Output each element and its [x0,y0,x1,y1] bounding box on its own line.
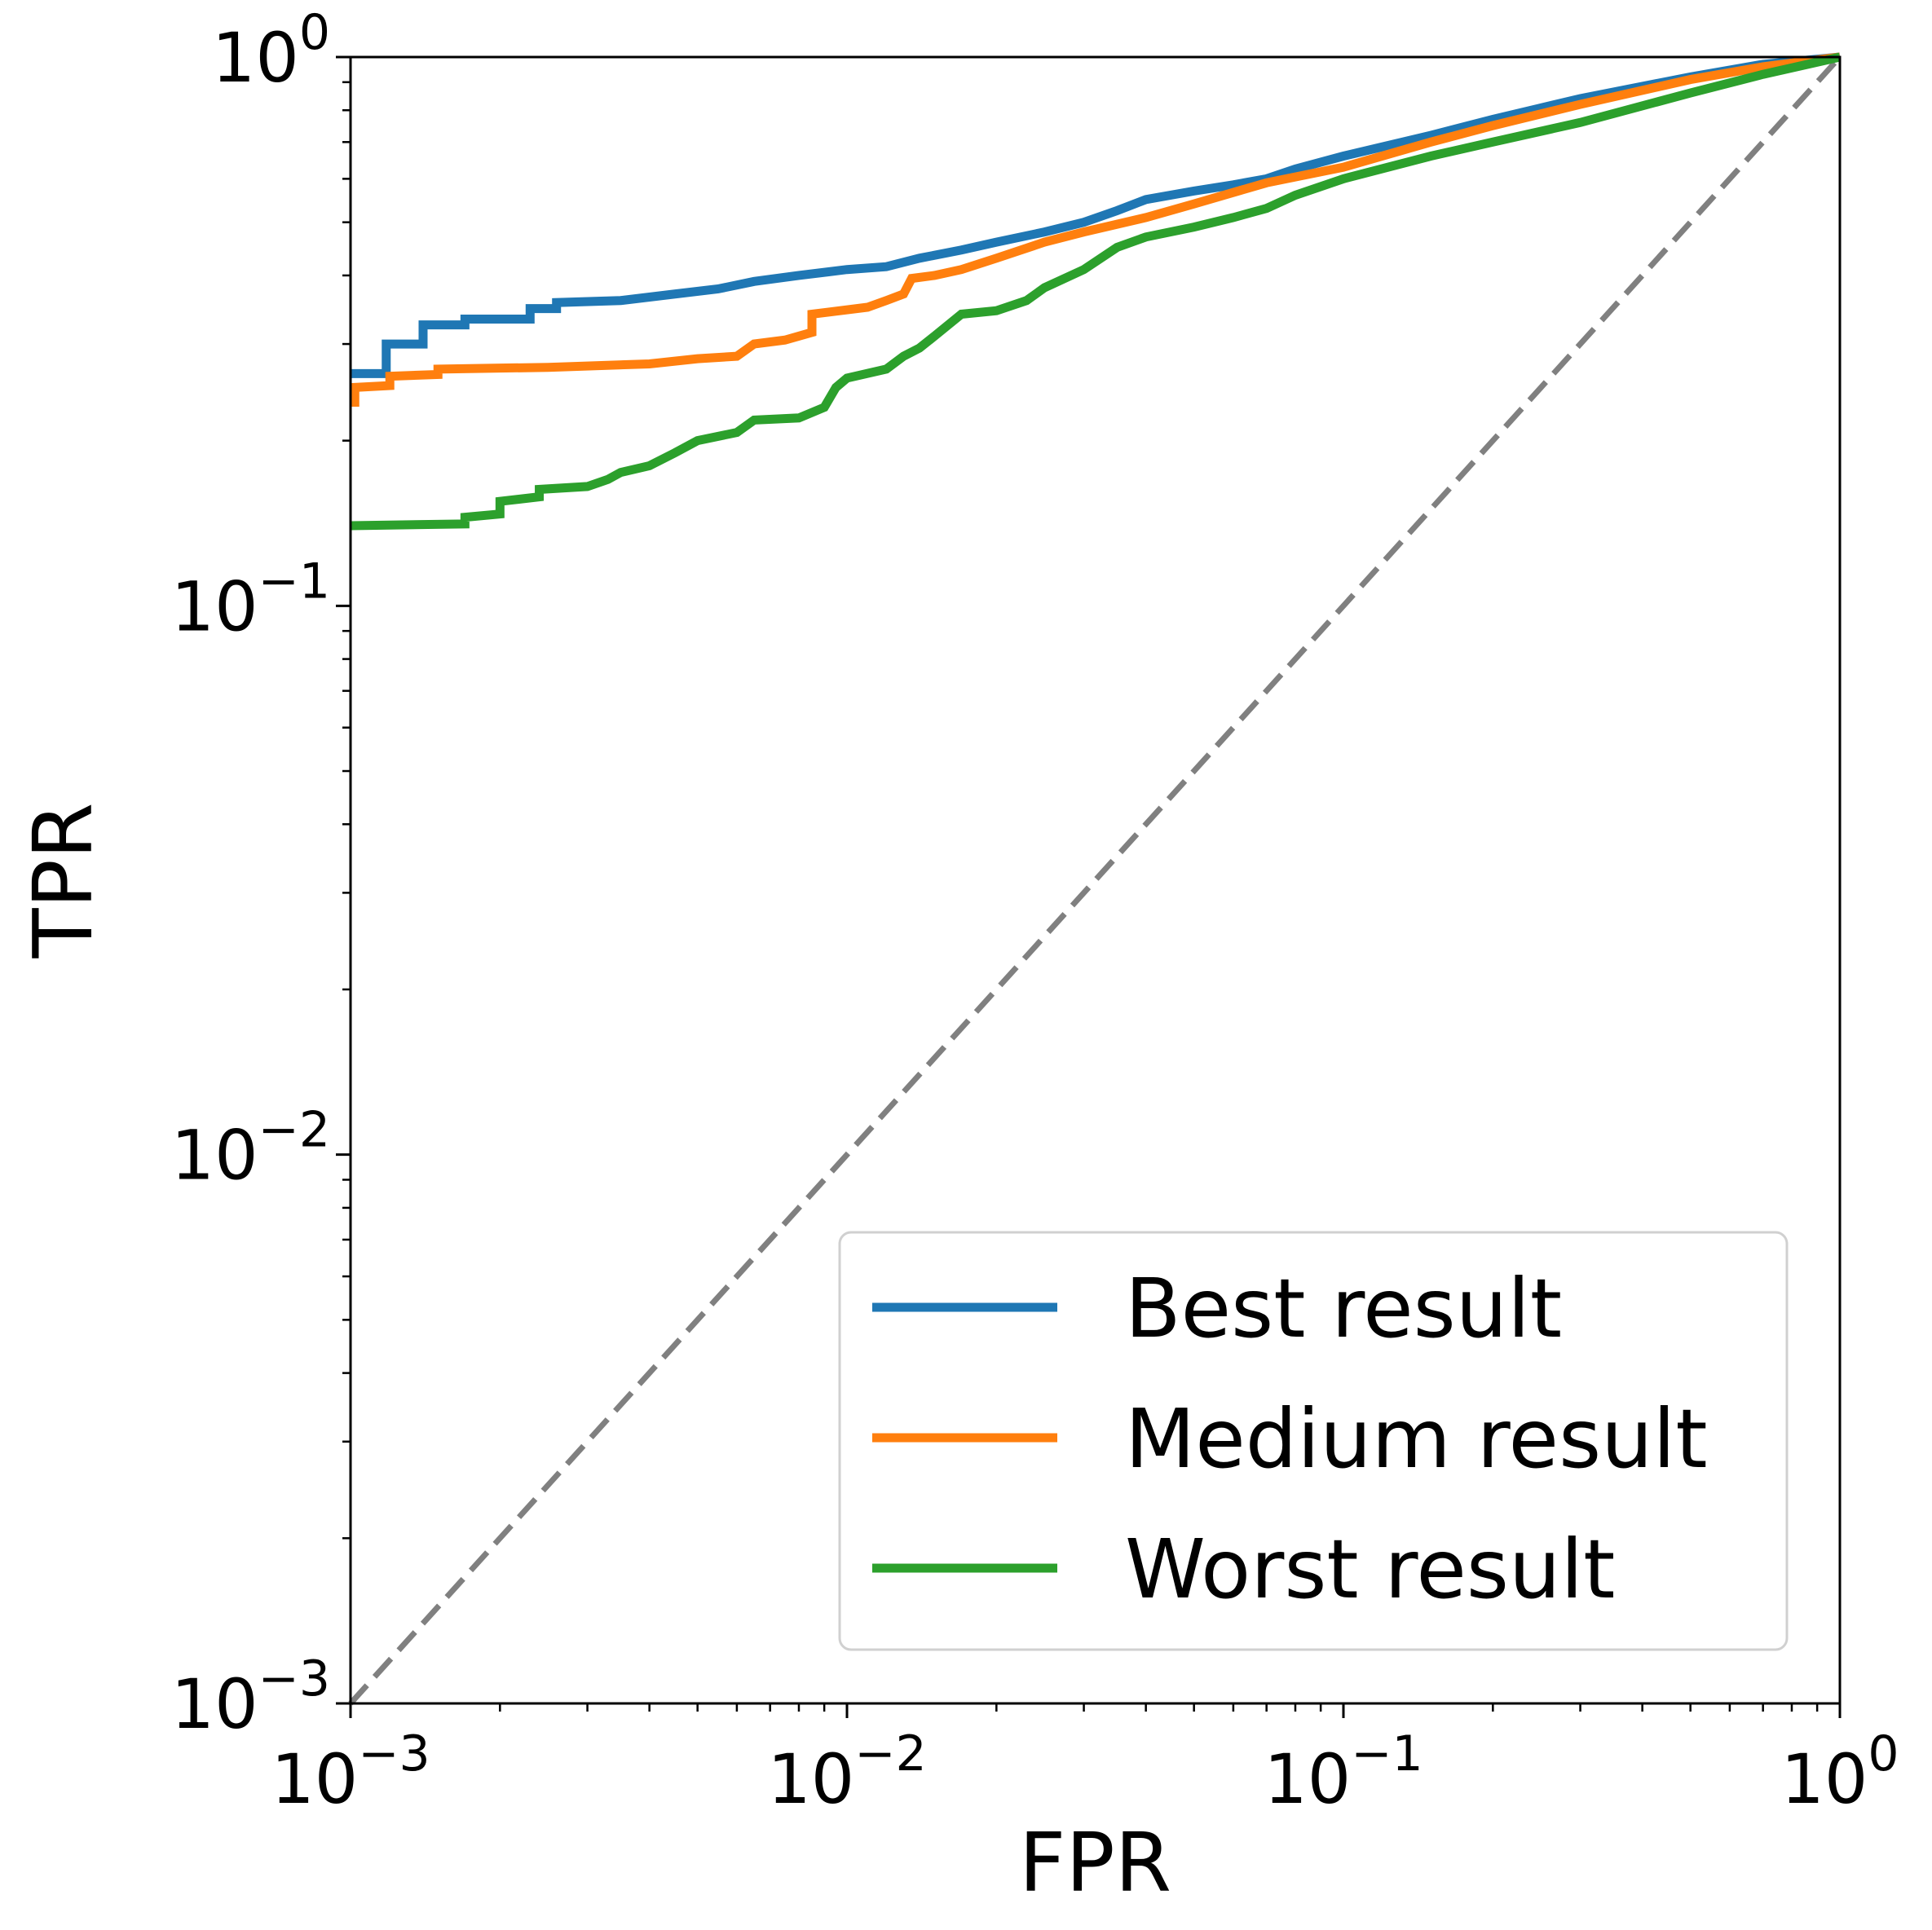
legend-box [838,1231,1789,1651]
reference-diagonal-line [348,55,1842,1706]
y-tick-label: 10−3 [171,1650,330,1744]
x-tick-label: 10−2 [767,1725,926,1819]
x-tick-label: 10−1 [1264,1725,1423,1819]
x-axis-label: FPR [1019,1815,1171,1910]
legend-label: Worst result [1125,1522,1615,1617]
series-line-medium-result [350,52,1841,407]
legend-label: Medium result [1125,1391,1708,1487]
y-tick-label: 10−1 [171,553,330,646]
major-ticks [336,55,1842,1718]
y-tick-label: 100 [212,4,330,98]
y-axis-label: TPR [15,803,111,959]
legend-label: Best result [1125,1261,1562,1356]
minor-ticks [342,81,1819,1712]
series-line-best-result [351,52,1841,378]
plot-frame [349,55,1842,1705]
tick-labels: 10−3 10−2 10−1 100 10−3 10−2 10−1 100 [171,4,1899,1819]
legend: Best result Medium result Worst result [838,1231,1789,1651]
y-tick-label: 10−2 [171,1102,330,1196]
x-tick-label: 10−3 [271,1725,430,1819]
series-line-worst-result [350,52,1842,531]
plot-lines [348,52,1842,1706]
x-tick-label: 100 [1780,1725,1899,1819]
